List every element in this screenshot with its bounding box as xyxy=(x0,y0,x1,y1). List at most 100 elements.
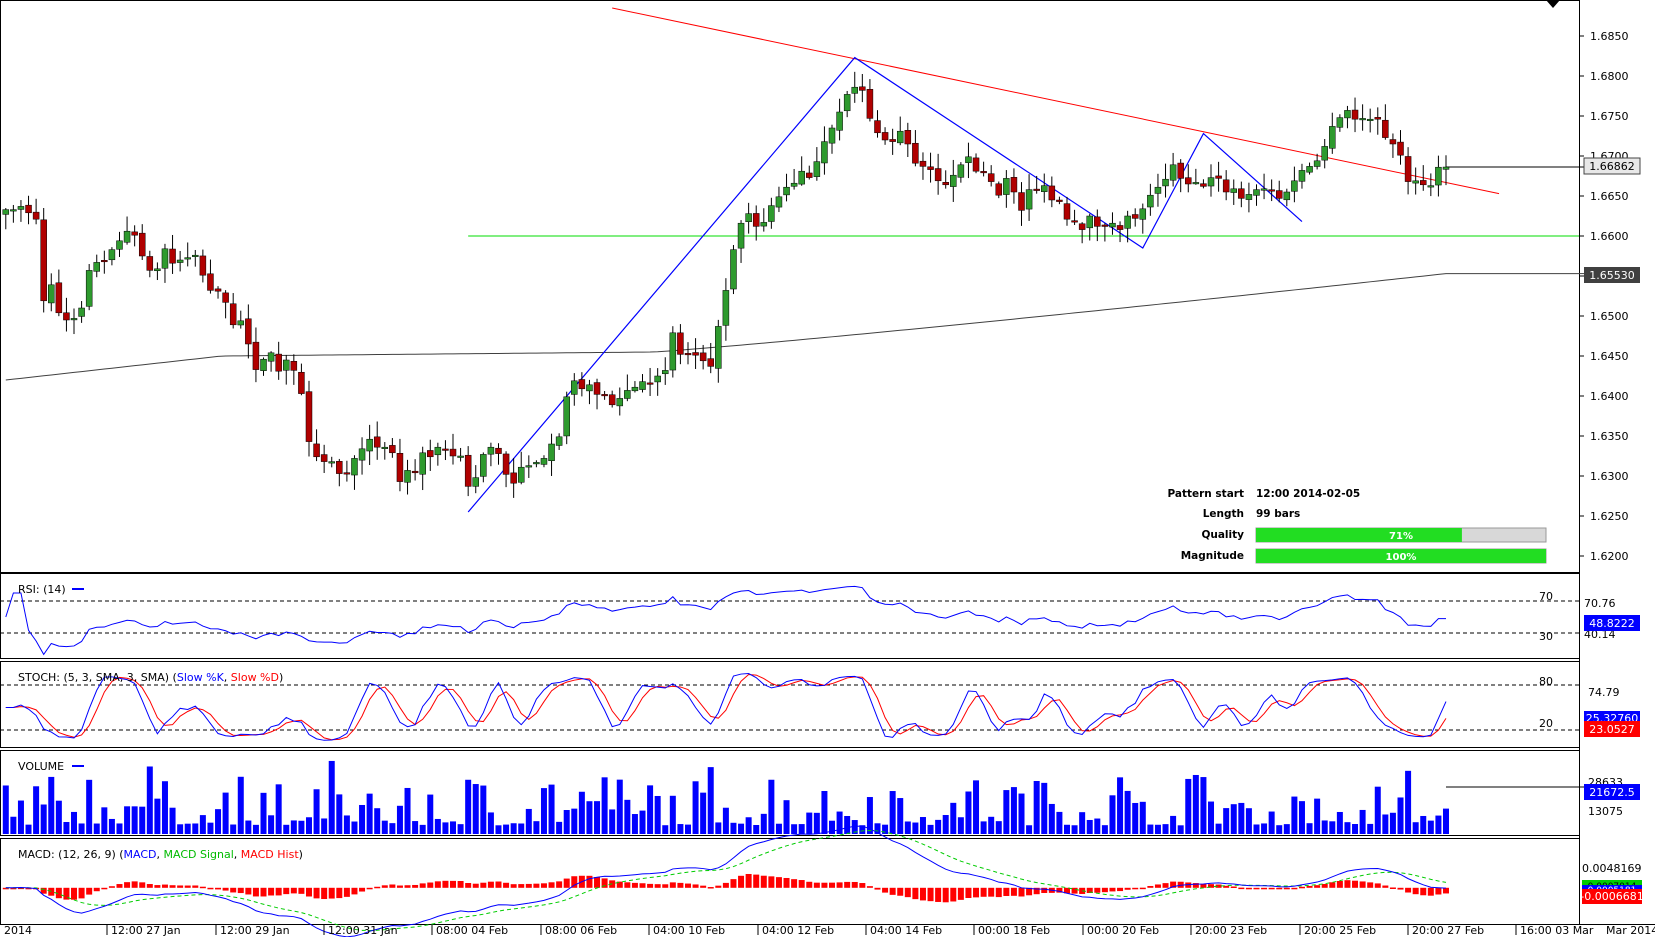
candle-body xyxy=(207,273,214,291)
volume-bar xyxy=(563,810,570,834)
volume-bar xyxy=(813,812,820,834)
volume-bar xyxy=(866,797,873,834)
candle-body xyxy=(813,161,821,177)
candle-body xyxy=(669,332,677,371)
volume-bar xyxy=(1208,801,1215,834)
candle-body xyxy=(1003,178,1010,195)
candle-body xyxy=(1427,185,1435,188)
x-tick-label: 00:00 20 Feb xyxy=(1087,924,1159,937)
candle-body xyxy=(919,160,927,167)
macd-hist-bar xyxy=(2,887,9,890)
candle-body xyxy=(419,452,426,475)
candle-body xyxy=(502,453,510,475)
macd-hist-bar xyxy=(252,887,259,897)
resistance-line xyxy=(612,7,1500,195)
macd-hist-bar xyxy=(957,887,964,900)
volume-tick-low: 13075 xyxy=(1588,805,1623,818)
volume-bar xyxy=(116,823,123,834)
volume-bar xyxy=(1003,790,1010,834)
candle-body xyxy=(616,398,624,407)
candle-body xyxy=(1101,224,1109,227)
macd-hist-bar xyxy=(654,884,661,888)
volume-bar xyxy=(169,807,176,834)
volume-bar xyxy=(859,825,866,834)
volume-bar xyxy=(1026,825,1033,834)
volume-bar xyxy=(1283,824,1290,834)
scroll-marker-icon[interactable] xyxy=(1546,0,1560,8)
volume-bar xyxy=(1367,823,1374,834)
macd-hist-bar xyxy=(290,887,297,894)
macd-hist-bar xyxy=(783,877,790,888)
volume-bar xyxy=(647,785,654,834)
volume-bar xyxy=(1170,815,1177,834)
volume-bar xyxy=(207,822,214,834)
volume-bar xyxy=(1435,815,1442,834)
candle-body xyxy=(1298,170,1306,182)
macd-hist-bar xyxy=(305,887,312,897)
volume-bar xyxy=(1268,811,1275,834)
volume-bar xyxy=(192,823,199,834)
candle-body xyxy=(1313,160,1321,167)
macd-hist-bar xyxy=(374,886,381,889)
macd-hist-bar xyxy=(540,883,547,888)
volume-bar xyxy=(973,780,980,834)
candle-body xyxy=(881,132,889,141)
macd-hist-bar xyxy=(359,887,366,892)
candle-body xyxy=(336,461,343,474)
macd-hist-bar xyxy=(533,883,540,888)
candle-body xyxy=(563,396,570,437)
candle-body xyxy=(464,454,472,487)
candle-body xyxy=(320,454,328,462)
candle-body xyxy=(1253,189,1260,196)
macd-hist-value: -0.0006681 xyxy=(1580,890,1643,903)
macd-hist-bar xyxy=(1003,887,1010,896)
candle-body xyxy=(889,139,896,142)
volume-bar xyxy=(935,819,942,834)
volume-bar xyxy=(1359,809,1366,834)
candle-body xyxy=(972,157,980,172)
volume-bar xyxy=(336,794,343,834)
candle-body xyxy=(1139,208,1147,220)
candle-body xyxy=(373,436,381,448)
volume-bar xyxy=(108,818,115,834)
macd-hist-bar xyxy=(1101,887,1108,893)
volume-value: 21672.5 xyxy=(1589,786,1635,799)
candle-body xyxy=(1359,118,1366,121)
stoch-d-line xyxy=(5,674,1447,741)
volume-bar xyxy=(631,814,638,834)
stoch-label: STOCH: (5, 3, SMA, 3, SMA) xyxy=(18,671,169,684)
macd-hist-bar xyxy=(836,882,843,888)
candle-body xyxy=(684,353,692,356)
candle-body xyxy=(146,256,154,271)
macd-hist-bar xyxy=(745,873,752,888)
candle-body xyxy=(78,307,85,317)
candle-body xyxy=(1147,194,1154,208)
macd-hist-bar xyxy=(472,883,479,888)
x-tick-label: 20:00 23 Feb xyxy=(1195,924,1267,937)
candle-body xyxy=(790,182,798,187)
x-tick-label: 00:00 18 Feb xyxy=(978,924,1050,937)
macd-hist-bar xyxy=(1352,880,1359,888)
volume-bar xyxy=(654,795,661,834)
macd-hist-bar xyxy=(237,887,244,894)
candle-body xyxy=(351,458,358,476)
macd-hist-bar xyxy=(684,883,691,888)
macd-hist-bar xyxy=(336,887,343,899)
candle-body xyxy=(1169,164,1177,181)
macd-hist-bar xyxy=(775,877,782,888)
macd-hist-bar xyxy=(101,887,108,890)
macd-hist-bar xyxy=(889,887,896,895)
macd-hist-bar xyxy=(904,887,911,898)
candle-body xyxy=(1222,179,1230,193)
candle-body xyxy=(555,436,563,446)
ma-tag: 1.65530 xyxy=(1584,267,1640,283)
rsi-label: RSI: (14) xyxy=(18,583,66,596)
volume-bar xyxy=(844,815,851,834)
volume-bar xyxy=(93,823,100,834)
volume-bar xyxy=(55,800,62,834)
volume-bar xyxy=(1352,824,1359,834)
candle-body xyxy=(404,470,411,483)
candle-body xyxy=(154,268,161,272)
candle-body xyxy=(525,465,533,468)
candle-body xyxy=(495,447,502,454)
